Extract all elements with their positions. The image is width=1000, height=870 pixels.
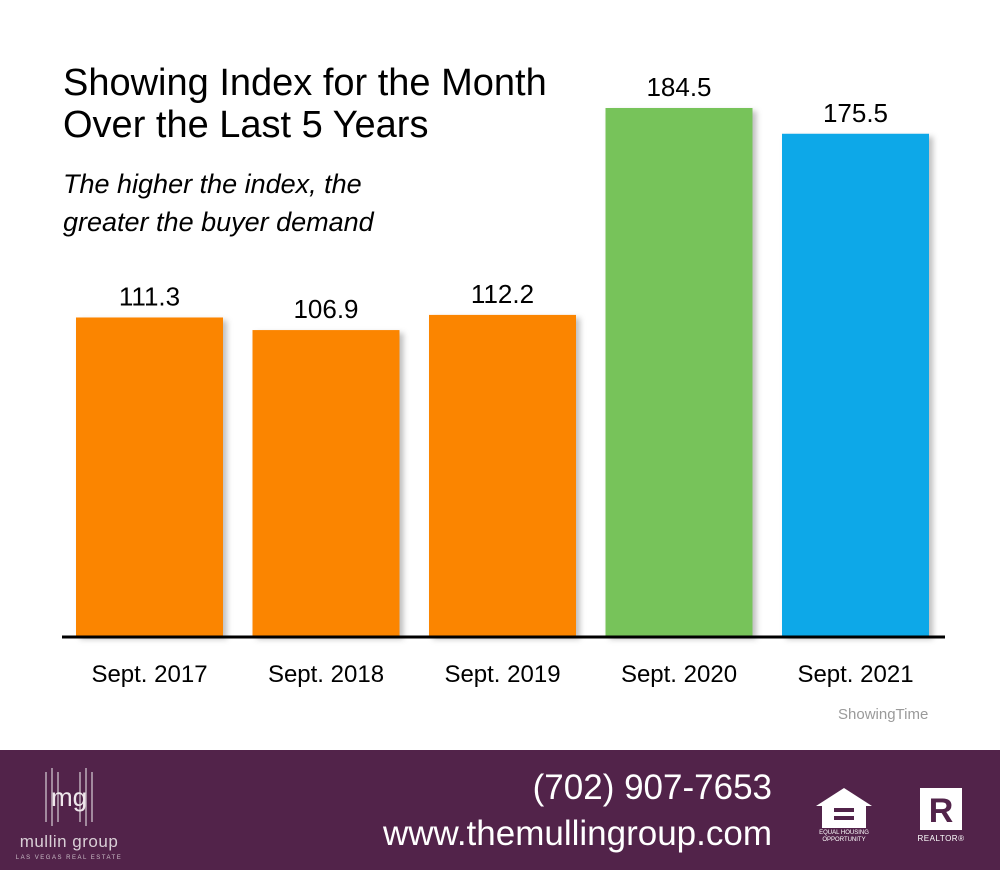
bar-sept-2020 [605,108,753,636]
bar-value-label: 175.5 [823,98,888,128]
page-subtitle: The higher the index, the greater the bu… [63,169,374,237]
equal-housing-opportunity-icon [816,788,872,828]
bar-sept-2018 [252,330,400,636]
bar-sept-2019 [429,314,576,636]
equal-housing-badge: EQUAL HOUSING OPPORTUNITY [812,786,876,848]
svg-text:R: R [929,792,954,830]
bar-sept-2021 [782,133,929,636]
category-label: Sept. 2021 [797,661,913,688]
bar-sept-2017 [76,317,223,636]
category-label: Sept. 2018 [268,661,384,688]
bar-value-label: 184.5 [646,72,711,102]
footer-bar: mg mullin group LAS VEGAS REAL ESTATE (7… [0,750,1000,870]
mullin-group-logo[interactable]: mg mullin group LAS VEGAS REAL ESTATE [14,764,124,864]
website-link[interactable]: www.themullingroup.com [382,814,772,853]
phone-number[interactable]: (702) 907-7653 [532,768,772,807]
logo-tagline: LAS VEGAS REAL ESTATE [15,855,123,861]
category-label: Sept. 2017 [91,661,207,688]
source-label: ShowingTime [838,706,929,723]
realtor-badge: R REALTOR® [912,786,970,848]
bar-value-label: 112.2 [471,279,534,309]
equal-housing-text: EQUAL HOUSING OPPORTUNITY [819,830,869,843]
category-label: Sept. 2019 [444,661,560,688]
logo-mark-text: mg [51,782,87,812]
category-label: Sept. 2020 [621,661,737,688]
bar-value-label: 111.3 [119,281,180,311]
logo-mark-icon: mg [45,768,93,826]
logo-name: mullin group [19,832,119,851]
realtor-text: REALTOR® [917,834,965,843]
bar-chart: 111.3 Sept. 2017 106.9 Sept. 2018 112.2 Sept.… [62,72,945,688]
realtor-icon: R [920,788,962,830]
page-title: Showing Index for the Month Over the Las… [63,62,547,146]
bar-value-label: 106.9 [293,294,358,324]
